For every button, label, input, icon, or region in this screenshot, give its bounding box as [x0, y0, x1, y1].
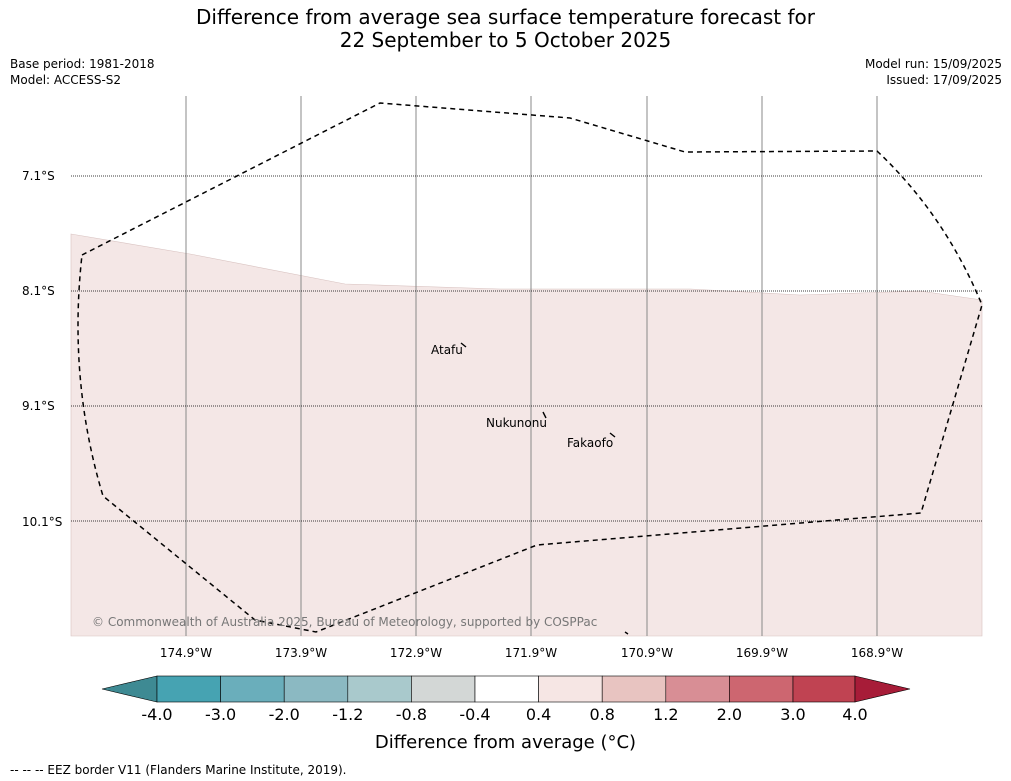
lon-label-169-9w: 169.9°W: [735, 646, 789, 660]
place-label-nukunonu: Nukunonu: [486, 416, 547, 430]
small-islet-mark: [624, 631, 629, 635]
colorbar-cell-1: [156, 675, 221, 703]
colorbar-tick-label: -0.4: [459, 705, 491, 724]
atafu-atoll-mark: [460, 342, 467, 348]
colorbar-tick-label: -3.0: [204, 705, 237, 724]
colorbar-label: Difference from average (°C): [374, 732, 637, 753]
model-run-text: Model run: 15/09/2025: [864, 57, 1002, 71]
colorbar-tick-label: -2.0: [268, 705, 300, 724]
eez-border: [77, 102, 983, 633]
base-period-text: Base period: 1981-2018: [10, 57, 155, 71]
colorbar-cell-6: [474, 675, 539, 703]
copyright-text: © Commonwealth of Australia 2025, Bureau…: [92, 615, 597, 629]
colorbar-cell-0: [101, 675, 158, 703]
place-label-atafu: Atafu: [431, 343, 463, 357]
lon-label-168-9w: 168.9°W: [850, 646, 904, 660]
lon-label-173-9w: 173.9°W: [274, 646, 328, 660]
colorbar-tick-label: 0.8: [589, 705, 615, 724]
colorbar-tick-label: 4.0: [842, 705, 868, 724]
colorbar-cell-2: [220, 675, 285, 703]
fakaofo-atoll-mark: [609, 432, 616, 438]
lat-label-10-1s: 10.1°S: [22, 515, 63, 529]
lon-label-171-9w: 171.9°W: [504, 646, 558, 660]
lat-label-7-1s: 7.1°S: [22, 169, 55, 183]
colorbar-cell-12: [854, 675, 911, 703]
colorbar-cell-7: [538, 675, 603, 703]
colorbar-tick-label: -1.2: [332, 705, 364, 724]
atoll-markers: [460, 342, 629, 635]
place-label-fakaofo: Fakaofo: [567, 436, 613, 450]
colorbar-cell-10: [729, 675, 794, 703]
colorbar-tick-label: 2.0: [716, 705, 743, 724]
longitude-gridlines: [185, 96, 878, 636]
model-name-text: Model: ACCESS-S2: [10, 73, 122, 87]
colorbar-cell-9: [665, 675, 730, 703]
lon-label-174-9w: 174.9°W: [159, 646, 213, 660]
colorbar-cell-8: [601, 675, 667, 703]
eez-legend-note: -- -- -- EEZ border V11 (Flanders Marine…: [10, 763, 347, 777]
colorbar-tick-label: -4.0: [141, 705, 173, 724]
lon-label-170-9w: 170.9°W: [620, 646, 674, 660]
sst-anomaly-region: [70, 233, 983, 637]
issued-date-text: Issued: 17/09/2025: [886, 73, 1002, 87]
lon-label-172-9w: 172.9°W: [389, 646, 443, 660]
colorbar-tick-label: 0.4: [525, 705, 552, 724]
nukunonu-atoll-mark: [542, 411, 547, 419]
colorbar-tick-label: 1.2: [653, 705, 679, 724]
colorbar-cell-5: [411, 675, 476, 703]
colorbar-tick-label: 3.0: [780, 705, 806, 724]
colorbar-cell-4: [347, 675, 412, 703]
colorbar-cell-3: [283, 675, 349, 703]
colorbar-cell-11: [792, 675, 856, 703]
colorbar: [101, 675, 911, 703]
chart-title-line1: Difference from average sea surface temp…: [195, 5, 815, 29]
lat-label-9-1s: 9.1°S: [22, 399, 55, 413]
colorbar-tick-label: -0.8: [395, 705, 427, 724]
lat-label-8-1s: 8.1°S: [22, 284, 55, 298]
chart-title-line2: 22 September to 5 October 2025: [339, 28, 672, 52]
